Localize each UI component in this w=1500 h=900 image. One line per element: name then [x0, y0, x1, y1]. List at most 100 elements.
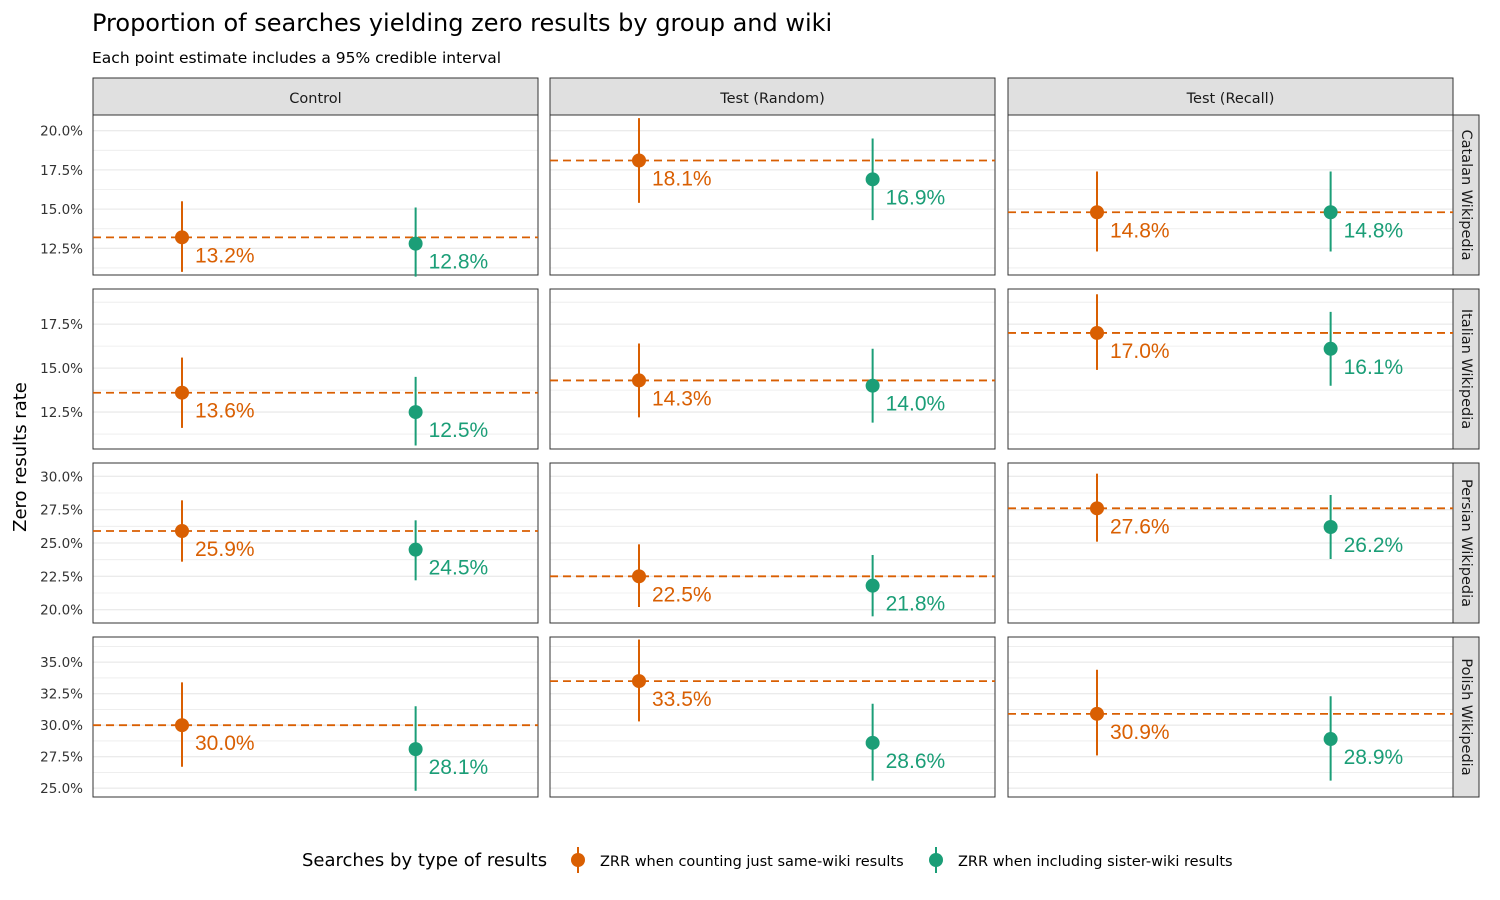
panel-italian-wikipedia-test-random: 14.3% 14.0%: [549, 288, 996, 450]
panel-border: [1007, 114, 1454, 276]
data-label: 26.2%: [1344, 534, 1404, 557]
panel-catalan-wikipedia-test-recall: 14.8% 14.8%: [1007, 114, 1454, 276]
legend-item-label: ZRR when including sister-wiki results: [958, 854, 1233, 870]
column-strip: [92, 77, 539, 116]
data-label: 28.1%: [429, 756, 489, 779]
data-point: [1090, 706, 1104, 721]
y-tick-label: 15.0%: [40, 202, 83, 218]
data-label: 30.0%: [195, 732, 255, 755]
y-tick-label: 27.5%: [40, 503, 83, 519]
column-strip-label: Test (Recall): [1186, 91, 1275, 107]
data-label: 22.5%: [652, 583, 712, 606]
data-label: 16.1%: [1344, 356, 1404, 379]
data-label: 17.0%: [1110, 340, 1170, 363]
data-point: [1090, 205, 1104, 220]
legend: Searches by type of results ZRR when coun…: [302, 847, 1233, 873]
y-tick-label: 17.5%: [40, 317, 83, 333]
data-point: [175, 385, 189, 400]
data-point: [1323, 520, 1338, 534]
data-label: 25.9%: [195, 538, 255, 561]
data-point: [632, 373, 646, 388]
y-tick-label: 30.0%: [40, 718, 83, 734]
data-label: 33.5%: [652, 688, 712, 711]
data-point: [632, 674, 646, 689]
y-tick-label: 12.5%: [40, 241, 83, 257]
row-strip: [1452, 114, 1480, 276]
y-tick-label: 35.0%: [40, 655, 83, 671]
y-axis-title: Zero results rate: [10, 382, 31, 532]
data-point: [408, 236, 423, 251]
y-tick-label: 25.0%: [40, 781, 83, 797]
data-point: [1090, 325, 1104, 340]
data-label: 16.9%: [886, 186, 946, 209]
panel-border: [549, 288, 996, 450]
panel-border: [549, 114, 996, 276]
panel-catalan-wikipedia-test-random: 18.1% 16.9%: [549, 114, 996, 276]
column-strip-label: Control: [289, 91, 341, 107]
row-strip-label: Italian Wikipedia: [1458, 309, 1474, 429]
panel-italian-wikipedia-test-recall: 17.0% 16.1%: [1007, 288, 1454, 450]
data-label: 12.5%: [429, 419, 489, 442]
data-label: 28.9%: [1344, 746, 1404, 769]
column-strip: [1007, 77, 1454, 116]
y-tick-label: 27.5%: [40, 750, 83, 766]
legend-key-point: [571, 853, 585, 867]
panel-border: [549, 636, 996, 798]
data-label: 28.6%: [886, 750, 946, 773]
legend-key-point: [929, 853, 943, 867]
column-strip-label: Test (Random): [719, 91, 825, 107]
data-label: 21.8%: [886, 593, 946, 616]
panel-border: [549, 462, 996, 624]
panel-italian-wikipedia-control: 13.6% 12.5%: [92, 288, 539, 450]
panel-catalan-wikipedia-control: 13.2% 12.8%: [92, 114, 539, 277]
data-point: [865, 578, 880, 593]
row-strip: [1452, 288, 1480, 450]
y-tick-label: 17.5%: [40, 163, 83, 179]
y-tick-label: 15.0%: [40, 361, 83, 377]
panel-polish-wikipedia-test-random: 33.5% 28.6%: [549, 636, 996, 798]
y-tick-label: 32.5%: [40, 687, 83, 703]
data-label: 30.9%: [1110, 721, 1170, 744]
panel-border: [1007, 462, 1454, 624]
y-tick-label: 20.0%: [40, 124, 83, 140]
data-point: [175, 718, 189, 733]
data-label: 14.3%: [652, 387, 712, 410]
data-label: 24.5%: [429, 557, 489, 580]
data-label: 12.8%: [429, 251, 489, 274]
panel-persian-wikipedia-test-recall: 27.6% 26.2%: [1007, 462, 1454, 624]
data-label: 14.8%: [1110, 219, 1170, 242]
data-point: [865, 735, 880, 750]
row-strip-label: Persian Wikipedia: [1458, 479, 1474, 607]
row-strip-label: Catalan Wikipedia: [1458, 129, 1474, 260]
panel-border: [1007, 636, 1454, 798]
data-point: [865, 378, 880, 393]
data-label: 14.0%: [886, 393, 946, 416]
data-label: 14.8%: [1344, 219, 1404, 242]
panel-border: [92, 636, 539, 798]
data-point: [175, 524, 189, 538]
chart-title: Proportion of searches yielding zero res…: [92, 9, 832, 37]
data-point: [632, 153, 646, 168]
data-point: [408, 542, 423, 557]
y-tick-label: 25.0%: [40, 536, 83, 552]
row-strip-label: Polish Wikipedia: [1458, 658, 1474, 775]
data-label: 18.1%: [652, 167, 712, 190]
panel-polish-wikipedia-test-recall: 30.9% 28.9%: [1007, 636, 1454, 798]
legend-title: Searches by type of results: [302, 850, 547, 871]
panel-polish-wikipedia-control: 30.0% 28.1%: [92, 636, 539, 798]
data-label: 27.6%: [1110, 515, 1170, 538]
chart-subtitle: Each point estimate includes a 95% credi…: [92, 49, 501, 67]
panel-border: [92, 462, 539, 624]
plot-area: Control Test (Random) Test (Recall) Catalan…: [10, 77, 1480, 798]
data-point: [865, 172, 880, 187]
y-tick-label: 12.5%: [40, 405, 83, 421]
panel-border: [92, 288, 539, 450]
data-point: [1323, 732, 1338, 747]
panel-persian-wikipedia-test-random: 22.5% 21.8%: [549, 462, 996, 624]
data-point: [1323, 341, 1338, 356]
data-point: [408, 405, 423, 420]
y-tick-label: 20.0%: [40, 603, 83, 619]
data-point: [1323, 205, 1338, 220]
y-tick-label: 30.0%: [40, 469, 83, 485]
